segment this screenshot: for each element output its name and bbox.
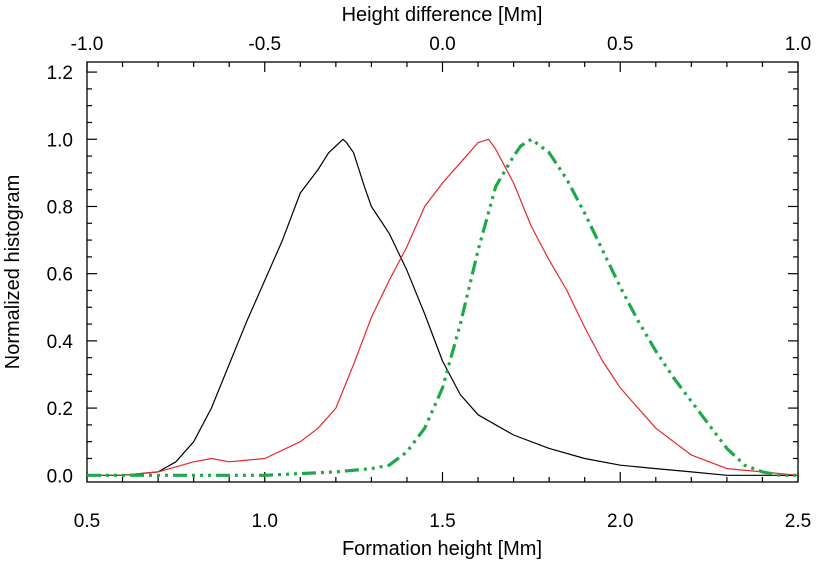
y-tick-label: 0.8: [47, 197, 73, 218]
x-tick-label: 2.0: [607, 511, 633, 532]
top-x-tick-label: 0.0: [429, 34, 455, 55]
top-x-axis-title: Height difference [Mm]: [342, 4, 543, 26]
x-tick-label: 0.5: [74, 511, 100, 532]
y-tick-label: 0.4: [47, 332, 74, 353]
series-line-3: [87, 137, 798, 477]
top-x-tick-label: -0.5: [248, 34, 281, 55]
series-layer: [87, 137, 799, 477]
y-tick-label: 1.2: [47, 63, 73, 84]
axis-ticks: [86, 62, 799, 482]
series-line-2: [87, 138, 799, 476]
series-line-1: [87, 138, 798, 476]
y-tick-label: 0.2: [47, 399, 73, 420]
y-axis-title: Normalized histogram: [2, 175, 24, 370]
axis-tick-labels: 0.5 1.0 1.5 2.0 2.5 -1.0 -0.5 0.0 0.5 1.0 0.0 0.2 0.…: [47, 34, 812, 532]
x-axis-title: Formation height [Mm]: [342, 538, 542, 560]
y-tick-label: 1.0: [47, 130, 73, 151]
x-tick-label: 1.5: [429, 511, 455, 532]
y-tick-label: 0.6: [47, 265, 73, 286]
x-tick-label: 2.5: [785, 511, 811, 532]
y-tick-label: 0.0: [47, 466, 73, 487]
x-tick-label: 1.0: [252, 511, 278, 532]
top-x-tick-label: 0.5: [607, 34, 633, 55]
top-x-tick-label: -1.0: [71, 34, 104, 55]
top-x-tick-label: 1.0: [785, 34, 811, 55]
plot-frame: [86, 61, 799, 483]
